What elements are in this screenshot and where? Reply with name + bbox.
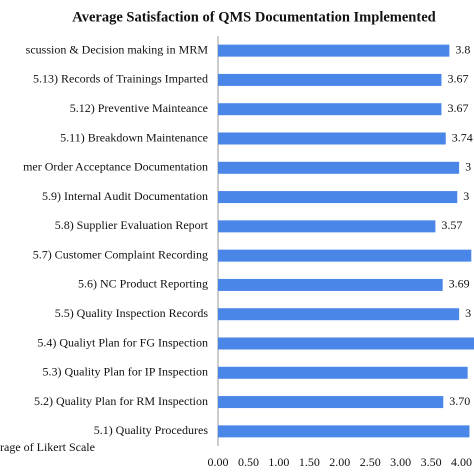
y-tick-label: 5.4) Qualiyt Plan for FG Inspection [37, 335, 208, 349]
y-tick-label: 5.9) Internal Audit Documentation [42, 189, 208, 203]
x-tick-label: 3.50 [421, 455, 442, 469]
x-tick-label: 0.50 [238, 455, 259, 469]
value-label: 3.69 [449, 277, 470, 291]
legend-label: rage of Likert Scale [0, 440, 95, 454]
x-tick-label: 1.00 [268, 455, 289, 469]
bar [218, 308, 460, 321]
x-tick-label: 1.50 [299, 455, 320, 469]
bar [218, 161, 460, 174]
chart-title: Average Satisfaction of QMS Documentatio… [72, 9, 435, 25]
bar [218, 337, 474, 350]
y-tick-label: 5.7) Customer Complaint Recording [33, 247, 208, 261]
bar [218, 44, 450, 57]
x-tick-label: 0.00 [208, 455, 229, 469]
bar [218, 220, 436, 233]
bar [218, 366, 468, 379]
x-tick-label: 2.50 [360, 455, 381, 469]
bar [218, 396, 444, 409]
bar [218, 73, 442, 86]
bar [218, 103, 442, 116]
x-tick-label: 4.00 [451, 455, 472, 469]
value-label: 3 [463, 189, 469, 203]
y-tick-label: 5.11) Breakdown Maintenance [60, 130, 208, 144]
bar [218, 191, 458, 204]
bar [218, 278, 443, 291]
y-tick-label: 5.5) Quality Inspection Records [55, 306, 209, 320]
value-label: 3 [465, 160, 471, 174]
y-tick-label: 5.12) Preventive Mainteance [70, 101, 208, 115]
value-label: 3.67 [447, 101, 468, 115]
y-tick-label: 5.8) Supplier Evaluation Report [55, 218, 209, 232]
y-tick-label: mer Order Acceptance Documentation [23, 160, 208, 174]
value-label: 3.67 [447, 72, 468, 86]
bar [218, 425, 470, 438]
value-label: 3.74 [452, 130, 473, 144]
y-tick-label: 5.3) Quality Plan for IP Inspection [42, 365, 208, 379]
x-tick-label: 3.00 [390, 455, 411, 469]
value-label: 3.57 [441, 218, 462, 232]
x-tick-label: 2.00 [329, 455, 350, 469]
y-tick-label: 5.1) Quality Procedures [94, 423, 209, 437]
y-tick-label: 5.6) NC Product Reporting [78, 277, 208, 291]
y-tick-label: 5.13) Records of Trainings Imparted [33, 72, 208, 86]
value-label: 3.70 [449, 394, 470, 408]
y-tick-label: 5.2) Quality Plan for RM Inspection [34, 394, 208, 408]
value-label: 3 [465, 306, 471, 320]
y-tick-label: scussion & Decision making in MRM [26, 42, 209, 56]
bar [218, 249, 472, 262]
bar [218, 132, 446, 145]
value-label: 3.8 [455, 42, 470, 56]
